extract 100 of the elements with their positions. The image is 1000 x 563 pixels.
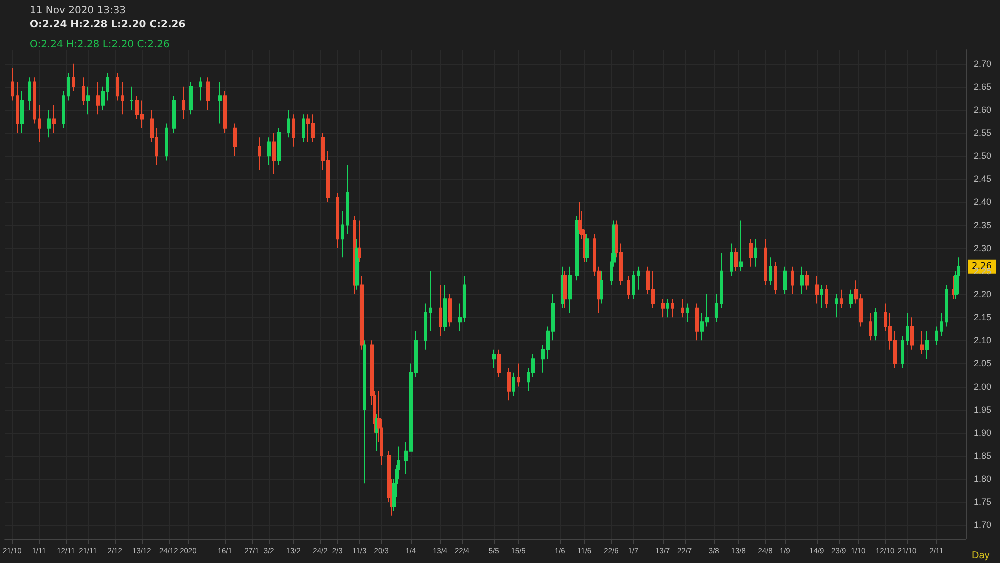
candlestick bbox=[578, 202, 581, 236]
candlestick bbox=[363, 340, 366, 484]
y-tick-label: 2.35 bbox=[974, 220, 992, 230]
candlestick bbox=[292, 114, 295, 148]
candlestick bbox=[925, 330, 929, 360]
candlestick bbox=[116, 72, 119, 102]
y-tick-label: 2.15 bbox=[974, 312, 992, 323]
candlestick bbox=[783, 266, 787, 295]
candlestick bbox=[360, 276, 364, 350]
candlestick bbox=[233, 123, 237, 157]
y-tick-label: 2.00 bbox=[974, 382, 992, 392]
y-tick-label: 2.40 bbox=[974, 197, 992, 208]
candlestick bbox=[67, 72, 70, 102]
candlestick bbox=[497, 349, 501, 378]
candlestick bbox=[82, 77, 85, 106]
candlestick bbox=[666, 298, 669, 318]
candlestick bbox=[218, 82, 222, 124]
candlestick bbox=[681, 298, 684, 318]
candlestick bbox=[600, 270, 603, 304]
candlestick bbox=[695, 303, 699, 342]
candlestick bbox=[730, 243, 733, 277]
candlestick bbox=[910, 317, 914, 350]
candlestick bbox=[52, 104, 56, 134]
candlestick bbox=[439, 284, 442, 337]
y-tick-label: 1.90 bbox=[974, 428, 992, 438]
candlestick bbox=[429, 270, 432, 332]
candlestick bbox=[734, 248, 738, 272]
candlestick bbox=[825, 284, 828, 309]
candlestick bbox=[33, 77, 36, 124]
candlestick bbox=[632, 270, 635, 300]
candlestick bbox=[957, 257, 960, 295]
candlestick bbox=[302, 114, 305, 143]
candlestick bbox=[764, 238, 767, 286]
candlestick bbox=[355, 238, 359, 290]
candlestick bbox=[165, 123, 168, 162]
candlestick bbox=[121, 82, 124, 116]
candlestick bbox=[869, 312, 872, 342]
candlestick bbox=[336, 192, 339, 249]
candlestick bbox=[223, 91, 227, 134]
candlestick bbox=[563, 270, 567, 309]
candlestick bbox=[800, 266, 804, 295]
candlestick bbox=[774, 262, 777, 295]
candlestick bbox=[720, 252, 723, 309]
candlestick bbox=[20, 91, 24, 134]
candlestick bbox=[835, 294, 838, 318]
candlestick bbox=[874, 308, 877, 342]
candlestick bbox=[272, 132, 276, 176]
candlestick bbox=[791, 266, 794, 295]
candlestick bbox=[28, 77, 31, 110]
candlestick bbox=[820, 284, 823, 309]
candlestick bbox=[11, 68, 14, 102]
y-tick-label: 2.55 bbox=[974, 128, 992, 138]
candlestick bbox=[585, 234, 589, 263]
candlestick bbox=[96, 82, 100, 116]
candlestick bbox=[637, 266, 640, 290]
candlestick bbox=[492, 349, 496, 369]
candlestick bbox=[906, 312, 909, 346]
y-tick-label: 1.75 bbox=[974, 497, 992, 508]
candlestick bbox=[507, 368, 511, 402]
candlestick bbox=[182, 86, 185, 120]
candlestick bbox=[267, 137, 271, 166]
candlestick bbox=[769, 257, 772, 286]
candlestick bbox=[358, 220, 361, 263]
y-tick-label: 2.05 bbox=[974, 358, 992, 369]
candlestick bbox=[287, 109, 290, 138]
candlestick bbox=[47, 109, 51, 138]
candlestick bbox=[935, 326, 938, 346]
candlestick bbox=[661, 298, 665, 318]
y-tick-label: 1.95 bbox=[974, 404, 992, 415]
candlestick bbox=[940, 312, 943, 337]
candlestick bbox=[815, 276, 819, 304]
candlestick bbox=[805, 270, 809, 290]
candlestick bbox=[901, 336, 904, 369]
candlestick bbox=[575, 216, 579, 282]
candlestick bbox=[686, 303, 689, 323]
annotation: O:2.24 H:2.28 L:2.20 C:2.26 bbox=[30, 40, 170, 50]
y-tick-label: 2.45 bbox=[974, 174, 992, 184]
candlestick bbox=[277, 128, 281, 166]
text: 11 Nov 2020 13:33 bbox=[30, 6, 126, 16]
candlestick bbox=[945, 284, 948, 328]
candlestick bbox=[920, 330, 924, 355]
candlestick bbox=[517, 363, 520, 388]
y-tick-label: 2.20 bbox=[974, 290, 992, 300]
candlestick bbox=[443, 284, 447, 332]
candlestick bbox=[341, 210, 344, 258]
y-tick-label: 2.50 bbox=[974, 151, 992, 162]
y-tick-label: 1.80 bbox=[974, 474, 992, 484]
y-tick-label: 2.60 bbox=[974, 104, 992, 115]
y-tick-label: 2.30 bbox=[974, 243, 992, 254]
candlestick bbox=[130, 86, 134, 110]
y-tick-label: 2.70 bbox=[974, 58, 992, 69]
candlestick bbox=[849, 289, 853, 309]
candlestick bbox=[424, 303, 427, 350]
candlestick bbox=[16, 82, 19, 134]
candlestick bbox=[715, 294, 718, 323]
candlestick bbox=[172, 96, 176, 134]
candlestick bbox=[749, 238, 753, 268]
candlestick bbox=[258, 137, 261, 170]
candlestick bbox=[346, 164, 349, 236]
candlestick bbox=[375, 414, 378, 452]
